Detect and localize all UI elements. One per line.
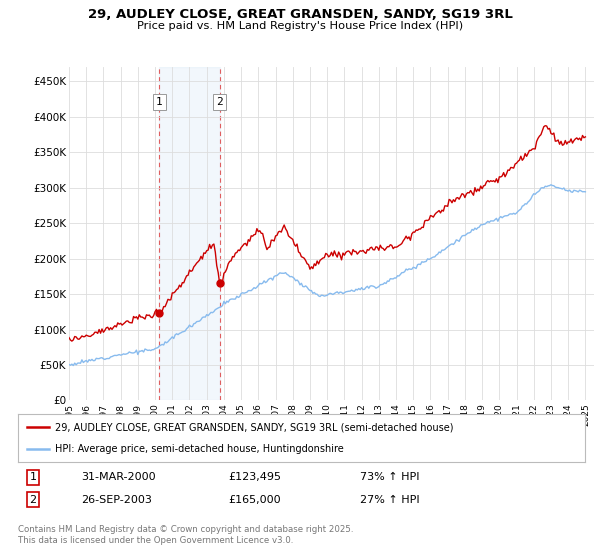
Text: 2: 2 — [29, 494, 37, 505]
Text: Price paid vs. HM Land Registry's House Price Index (HPI): Price paid vs. HM Land Registry's House … — [137, 21, 463, 31]
Text: £123,495: £123,495 — [228, 472, 281, 482]
Text: 29, AUDLEY CLOSE, GREAT GRANSDEN, SANDY, SG19 3RL: 29, AUDLEY CLOSE, GREAT GRANSDEN, SANDY,… — [88, 8, 512, 21]
Bar — [160, 67, 220, 400]
Text: 2: 2 — [216, 97, 223, 107]
Text: 1: 1 — [29, 472, 37, 482]
Text: 73% ↑ HPI: 73% ↑ HPI — [360, 472, 419, 482]
Text: 26-SEP-2003: 26-SEP-2003 — [81, 494, 152, 505]
Text: Contains HM Land Registry data © Crown copyright and database right 2025.
This d: Contains HM Land Registry data © Crown c… — [18, 525, 353, 545]
Text: £165,000: £165,000 — [228, 494, 281, 505]
Text: 31-MAR-2000: 31-MAR-2000 — [81, 472, 155, 482]
Text: HPI: Average price, semi-detached house, Huntingdonshire: HPI: Average price, semi-detached house,… — [55, 444, 344, 454]
Text: 29, AUDLEY CLOSE, GREAT GRANSDEN, SANDY, SG19 3RL (semi-detached house): 29, AUDLEY CLOSE, GREAT GRANSDEN, SANDY,… — [55, 422, 454, 432]
Text: 27% ↑ HPI: 27% ↑ HPI — [360, 494, 419, 505]
Text: 1: 1 — [156, 97, 163, 107]
